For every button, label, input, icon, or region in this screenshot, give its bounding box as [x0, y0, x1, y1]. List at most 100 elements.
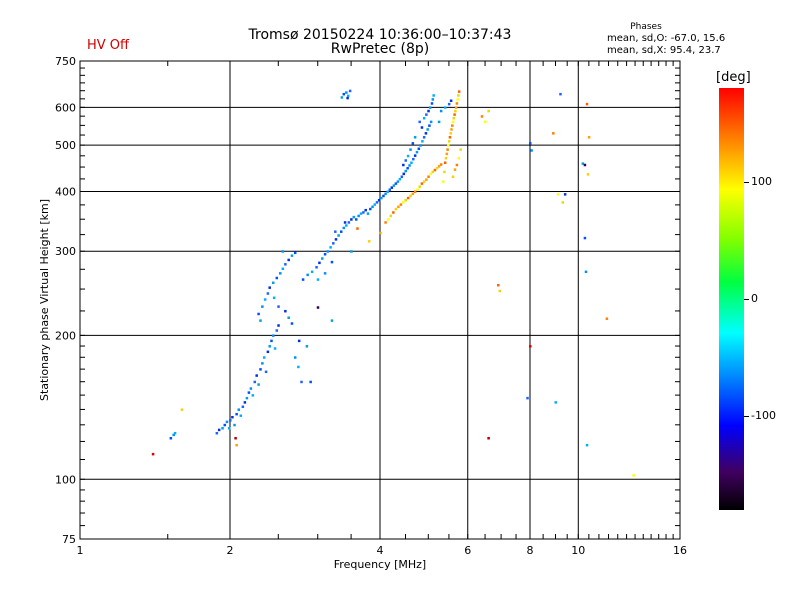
data-point-x: [386, 218, 390, 221]
data-point-o: [332, 242, 335, 245]
colorbar-tick: [744, 299, 749, 300]
data-point-o: [318, 261, 321, 265]
data-point-o: [581, 162, 585, 165]
data-point-o: [371, 205, 374, 209]
data-point-x: [447, 144, 450, 147]
data-point-o: [227, 427, 231, 430]
data-point-x: [425, 178, 428, 181]
data-point-o: [297, 365, 300, 369]
y-tick-label: 600: [55, 101, 76, 114]
data-point-o: [342, 92, 346, 96]
data-point-x: [399, 203, 403, 206]
data-point-o: [287, 316, 290, 319]
data-point-o: [247, 391, 251, 394]
data-point-o: [268, 286, 271, 289]
data-point-o: [261, 362, 264, 365]
data-point-o: [359, 212, 363, 215]
data-point-o: [449, 99, 453, 103]
phase-colorbar: [719, 88, 744, 510]
data-point-o: [323, 272, 327, 275]
data-point-o: [357, 214, 360, 218]
data-point-o: [413, 154, 417, 157]
data-point-o: [310, 270, 314, 274]
data-point-o: [390, 186, 394, 189]
data-point-o: [243, 401, 247, 404]
data-point-o: [554, 401, 557, 404]
data-point-o: [169, 436, 173, 440]
data-point-x: [496, 283, 500, 287]
data-point-o: [293, 251, 297, 255]
data-point-o: [309, 380, 312, 384]
data-point-x: [452, 116, 456, 120]
data-point-o: [427, 109, 430, 113]
data-point-o: [173, 431, 177, 435]
data-point-x: [429, 172, 432, 176]
data-point-o: [340, 96, 344, 99]
x-tick-label: 10: [571, 544, 585, 557]
data-point-x: [448, 136, 452, 139]
data-point-x: [389, 214, 393, 218]
data-point-o: [233, 423, 236, 427]
y-tick-label: 300: [55, 245, 76, 258]
data-point-x: [433, 168, 437, 172]
data-point-o: [373, 203, 377, 206]
data-point-o: [563, 193, 567, 196]
data-point-x: [235, 443, 238, 447]
data-point-o: [424, 132, 428, 135]
data-point-o: [419, 144, 422, 147]
data-point-o: [268, 345, 271, 348]
data-point-o: [241, 405, 245, 408]
data-point-o: [529, 142, 532, 145]
data-point-noise: [529, 345, 532, 348]
data-point-o: [366, 212, 370, 215]
data-point-o: [342, 226, 346, 230]
data-point-o: [411, 142, 415, 145]
data-point-o: [382, 194, 385, 198]
data-point-o: [259, 319, 262, 322]
data-point-x: [356, 227, 359, 230]
data-point-noise: [316, 306, 320, 309]
data-point-o: [406, 154, 410, 158]
data-point-o: [343, 221, 347, 224]
x-axis-label: Frequency [MHz]: [334, 558, 426, 571]
chart-title-line2: RwPretec (8p): [330, 41, 430, 57]
data-point-noise: [151, 452, 155, 456]
data-point-o: [261, 305, 264, 308]
data-point-o: [275, 329, 279, 332]
data-point-x: [441, 180, 445, 183]
data-point-o: [413, 136, 417, 139]
phases-o-stats: mean, sd,O: -67.0, 15.6: [607, 33, 726, 44]
y-tick-label: 750: [55, 55, 76, 68]
data-point-o: [275, 276, 279, 280]
data-point-o: [422, 136, 426, 139]
data-point-x: [367, 240, 371, 243]
data-point-x: [459, 148, 462, 151]
data-point-noise: [583, 163, 587, 167]
data-point-o: [400, 175, 404, 178]
data-point-o: [259, 368, 262, 371]
data-point-x: [451, 175, 455, 178]
data-point-o: [215, 431, 219, 435]
data-point-o: [345, 224, 348, 227]
data-point-o: [396, 180, 400, 183]
data-point-o: [321, 257, 324, 260]
data-point-o: [347, 221, 351, 224]
data-point-o: [172, 433, 175, 437]
data-point-x: [431, 170, 435, 174]
data-point-o: [583, 236, 587, 240]
data-point-o: [249, 387, 253, 390]
data-point-o: [350, 250, 353, 253]
x-tick-label: 2: [227, 544, 234, 557]
data-point-o: [272, 281, 275, 285]
data-point-o: [279, 272, 282, 275]
data-point-o: [420, 126, 424, 129]
data-point-o: [266, 292, 270, 295]
data-point-x: [457, 157, 461, 160]
data-point-x: [586, 173, 590, 176]
data-point-x: [439, 163, 443, 166]
data-point-o: [408, 164, 411, 167]
x-tick-label: 4: [377, 544, 384, 557]
data-point-o: [402, 172, 406, 176]
phases-x-stats: mean, sd,X: 95.4, 23.7: [607, 45, 721, 56]
data-point-x: [443, 170, 446, 174]
